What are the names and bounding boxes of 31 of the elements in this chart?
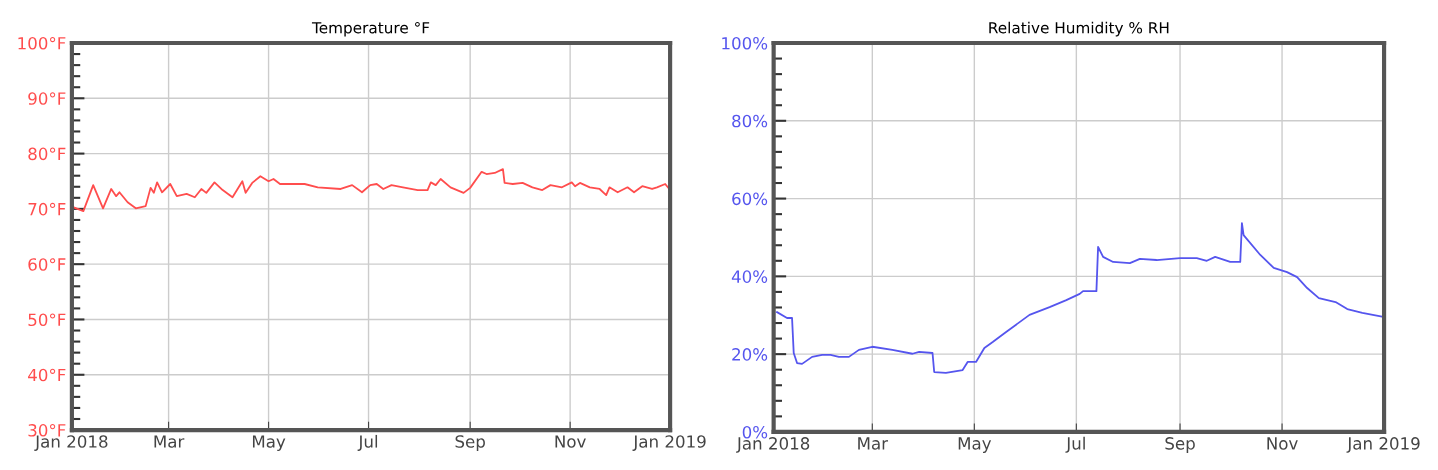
x-tick-label: Nov [555,435,586,448]
y-tick-label: 60°F [28,258,66,271]
y-tick-label: 100% [722,36,768,50]
x-tick-label: Jan 2019 [1346,437,1420,453]
y-tick-label: 100°F [18,36,66,50]
x-tick-label: Jan 2019 [632,435,706,451]
line-series [71,168,671,212]
y-tick-label: 0% [742,425,768,439]
x-tick-label: Mar [858,437,889,450]
x-tick-label: Sep [1165,437,1195,453]
x-tick-label: Nov [1267,437,1298,450]
x-tick-label: May [958,437,992,453]
chart-title: Temperature °F [311,21,430,37]
y-tick-label: 40°F [28,368,66,382]
y-tick-label: 50°F [28,313,66,327]
y-tick-label: 80°F [28,147,66,161]
y-tick-label: 60% [732,192,768,206]
x-tick-label: Jul [357,434,378,451]
y-tick-label: 40% [731,270,768,283]
x-tick-label: Mar [154,435,185,448]
y-tick-label: 90°F [28,92,66,105]
x-tick-label: Jul [1065,436,1085,453]
x-tick-label: May [252,435,286,452]
y-tick-label: 70°F [28,202,66,216]
x-tick-label: Jan 2018 [34,435,108,451]
line-series [776,222,1384,374]
x-tick-label: Sep [455,435,485,452]
y-tick-label: 20% [732,348,768,361]
y-tick-label: 80% [732,114,768,128]
chart-title: Relative Humidity % RH [989,21,1169,37]
y-tick-label: 30°F [28,424,66,437]
